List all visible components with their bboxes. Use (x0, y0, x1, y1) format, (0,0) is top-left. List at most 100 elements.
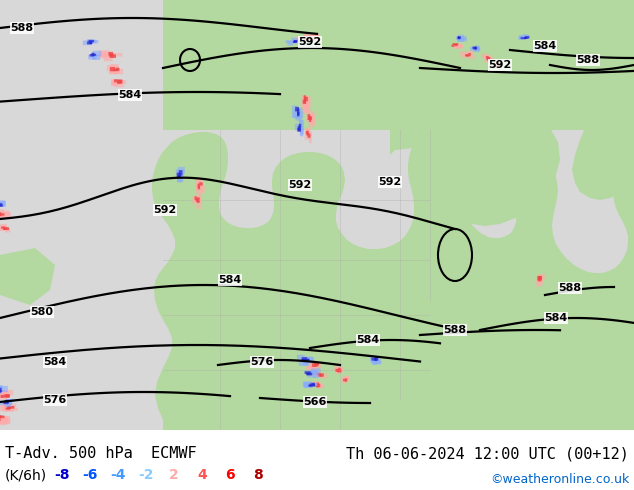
FancyBboxPatch shape (518, 36, 525, 40)
FancyBboxPatch shape (192, 197, 198, 203)
FancyBboxPatch shape (295, 107, 299, 111)
FancyBboxPatch shape (540, 275, 543, 284)
Text: 584: 584 (218, 275, 242, 285)
FancyBboxPatch shape (341, 378, 346, 383)
FancyBboxPatch shape (195, 180, 203, 191)
Text: 588: 588 (559, 283, 581, 293)
FancyBboxPatch shape (456, 44, 462, 48)
FancyBboxPatch shape (335, 369, 339, 372)
FancyBboxPatch shape (4, 394, 10, 397)
FancyBboxPatch shape (117, 80, 122, 84)
FancyBboxPatch shape (314, 382, 321, 385)
FancyBboxPatch shape (109, 66, 117, 74)
FancyBboxPatch shape (495, 65, 498, 67)
FancyBboxPatch shape (296, 37, 308, 40)
FancyBboxPatch shape (472, 47, 476, 49)
FancyBboxPatch shape (484, 58, 490, 63)
Text: 584: 584 (119, 90, 141, 100)
FancyBboxPatch shape (304, 382, 312, 385)
FancyBboxPatch shape (498, 62, 501, 67)
FancyBboxPatch shape (0, 401, 8, 405)
FancyBboxPatch shape (199, 185, 205, 193)
FancyBboxPatch shape (540, 45, 548, 49)
FancyBboxPatch shape (485, 55, 491, 58)
Text: 566: 566 (303, 397, 327, 407)
FancyBboxPatch shape (285, 40, 295, 43)
FancyBboxPatch shape (303, 34, 318, 41)
FancyBboxPatch shape (540, 276, 542, 280)
Text: 6: 6 (225, 468, 235, 482)
FancyBboxPatch shape (111, 81, 118, 85)
FancyBboxPatch shape (113, 69, 118, 71)
FancyBboxPatch shape (456, 45, 460, 49)
FancyBboxPatch shape (497, 64, 501, 67)
Polygon shape (0, 248, 55, 305)
FancyBboxPatch shape (462, 36, 466, 40)
FancyBboxPatch shape (110, 54, 116, 58)
FancyBboxPatch shape (497, 64, 501, 66)
FancyBboxPatch shape (0, 405, 11, 411)
FancyBboxPatch shape (469, 53, 471, 55)
FancyBboxPatch shape (317, 384, 324, 389)
FancyBboxPatch shape (304, 384, 313, 388)
Polygon shape (390, 110, 560, 226)
FancyBboxPatch shape (195, 196, 197, 200)
FancyBboxPatch shape (524, 36, 530, 39)
FancyBboxPatch shape (453, 43, 458, 45)
Text: 592: 592 (153, 205, 177, 215)
FancyBboxPatch shape (1, 212, 11, 218)
FancyBboxPatch shape (540, 48, 545, 50)
FancyBboxPatch shape (337, 368, 342, 372)
FancyBboxPatch shape (306, 130, 309, 136)
FancyBboxPatch shape (370, 356, 375, 363)
FancyBboxPatch shape (466, 54, 470, 56)
FancyBboxPatch shape (287, 41, 294, 46)
FancyBboxPatch shape (306, 36, 310, 40)
FancyBboxPatch shape (113, 69, 123, 74)
FancyBboxPatch shape (458, 38, 467, 42)
FancyBboxPatch shape (475, 46, 479, 49)
FancyBboxPatch shape (453, 45, 458, 48)
FancyBboxPatch shape (487, 57, 490, 60)
Text: 2: 2 (169, 468, 179, 482)
FancyBboxPatch shape (3, 390, 13, 395)
FancyBboxPatch shape (521, 37, 526, 39)
FancyBboxPatch shape (345, 380, 347, 382)
FancyBboxPatch shape (460, 51, 469, 55)
FancyBboxPatch shape (309, 134, 312, 143)
FancyBboxPatch shape (89, 54, 94, 56)
Polygon shape (163, 0, 634, 75)
FancyBboxPatch shape (338, 368, 341, 370)
FancyBboxPatch shape (300, 128, 304, 135)
FancyBboxPatch shape (0, 391, 7, 395)
FancyBboxPatch shape (487, 57, 490, 61)
FancyBboxPatch shape (197, 196, 202, 203)
FancyBboxPatch shape (474, 47, 480, 50)
FancyBboxPatch shape (304, 357, 314, 363)
FancyBboxPatch shape (312, 381, 320, 386)
FancyBboxPatch shape (0, 228, 4, 231)
FancyBboxPatch shape (6, 408, 10, 410)
FancyBboxPatch shape (0, 418, 10, 424)
FancyBboxPatch shape (537, 47, 541, 50)
FancyBboxPatch shape (312, 364, 318, 370)
FancyBboxPatch shape (345, 378, 347, 380)
FancyBboxPatch shape (343, 379, 346, 381)
FancyBboxPatch shape (114, 79, 118, 82)
FancyBboxPatch shape (176, 169, 179, 174)
FancyBboxPatch shape (0, 203, 3, 206)
FancyBboxPatch shape (0, 204, 3, 207)
FancyBboxPatch shape (458, 35, 464, 38)
FancyBboxPatch shape (346, 376, 349, 381)
FancyBboxPatch shape (10, 399, 15, 402)
FancyBboxPatch shape (112, 79, 120, 85)
FancyBboxPatch shape (197, 197, 200, 203)
Text: 584: 584 (356, 335, 380, 345)
FancyBboxPatch shape (498, 63, 502, 66)
FancyBboxPatch shape (0, 418, 1, 421)
FancyBboxPatch shape (197, 178, 202, 187)
FancyBboxPatch shape (198, 184, 200, 188)
FancyBboxPatch shape (1, 404, 7, 409)
FancyBboxPatch shape (98, 53, 113, 57)
FancyBboxPatch shape (199, 182, 203, 186)
